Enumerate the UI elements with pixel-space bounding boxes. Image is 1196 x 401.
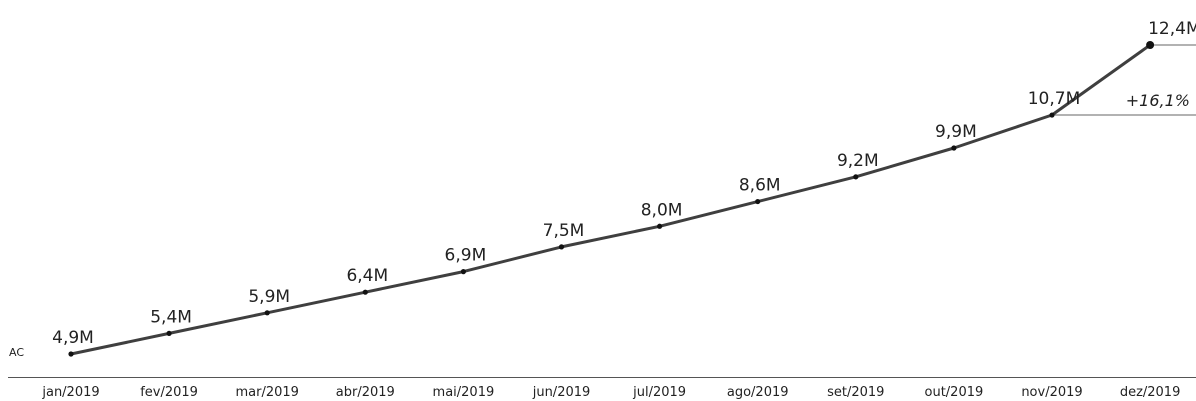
data-label: 7,5M (543, 221, 585, 241)
data-label: 12,4M (1148, 19, 1196, 39)
data-label: 9,2M (837, 151, 879, 171)
data-point-fev-2019 (166, 330, 172, 336)
x-tick-label: dez/2019 (1120, 385, 1181, 400)
data-label: 8,0M (641, 200, 683, 220)
data-point-jul-2019 (657, 223, 663, 229)
data-point-out-2019 (951, 145, 957, 151)
data-point-mai-2019 (460, 269, 466, 275)
data-label: 6,4M (346, 266, 388, 286)
x-tick-label: nov/2019 (1021, 385, 1082, 400)
data-label: 8,6M (739, 176, 781, 196)
data-point-ago-2019 (755, 198, 761, 205)
x-tick-label: jul/2019 (632, 385, 686, 400)
data-point-dez-2019 (1146, 41, 1155, 49)
data-point-mar-2019 (264, 310, 270, 316)
data-point-nov-2019 (1049, 112, 1055, 118)
series-name-label: AC (9, 346, 24, 359)
data-label: 10,7M (1028, 89, 1081, 109)
x-tick-label: mai/2019 (433, 385, 495, 400)
x-tick-label: jan/2019 (41, 385, 99, 400)
data-label: 5,9M (248, 287, 290, 307)
data-label: 9,9M (935, 122, 977, 142)
data-label: 5,4M (150, 307, 192, 327)
x-tick-label: set/2019 (827, 385, 884, 400)
data-point-jan-2019 (68, 351, 74, 357)
data-label: 6,9M (445, 246, 487, 266)
x-tick-label: out/2019 (925, 385, 984, 400)
variance-annotation: +16,1% (1126, 91, 1190, 110)
data-point-set-2019 (853, 174, 859, 180)
series-line (69, 43, 1152, 356)
x-tick-label: fev/2019 (140, 385, 198, 400)
x-tick-label: mar/2019 (235, 385, 298, 400)
data-point-abr-2019 (362, 289, 368, 295)
x-tick-label: jun/2019 (532, 385, 591, 400)
data-label: 4,9M (52, 328, 94, 348)
data-point-jun-2019 (558, 244, 565, 250)
x-tick-label: ago/2019 (727, 385, 789, 400)
x-tick-label: abr/2019 (336, 385, 395, 400)
